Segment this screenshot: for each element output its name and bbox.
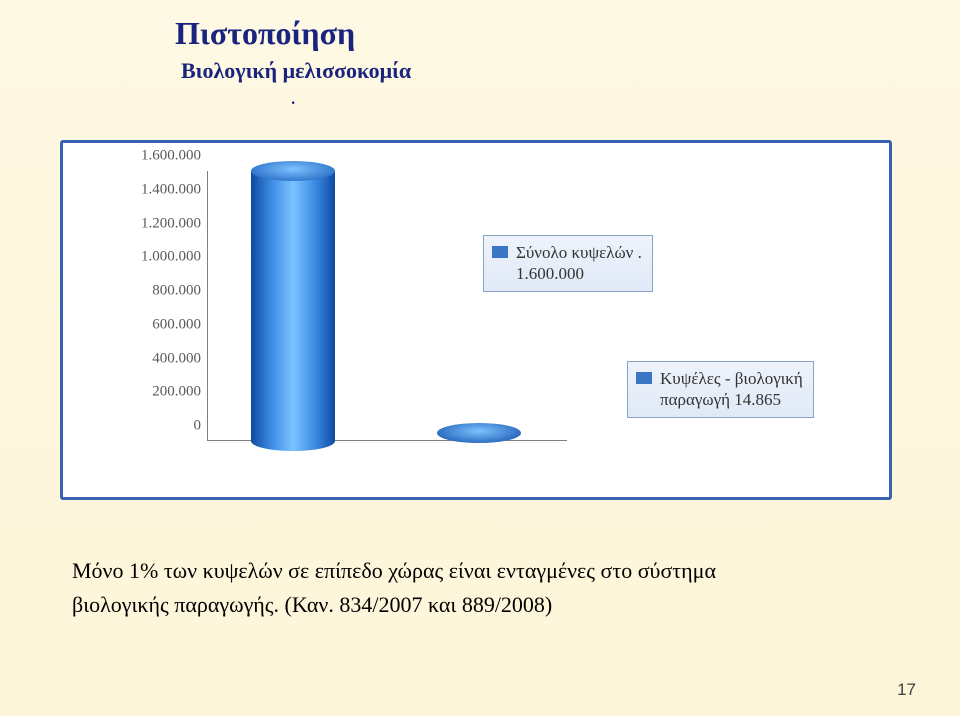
legend-value-1: 1.600.000 xyxy=(516,264,584,283)
bar-organic-hives xyxy=(437,423,521,443)
legend-text: Σύνολο κυψελών . 1.600.000 xyxy=(516,242,642,285)
legend-text: Κυψέλες - βιολογική παραγωγή 14.865 xyxy=(660,368,803,411)
ytick-7: 1.400.000 xyxy=(97,182,201,197)
title-sub: Βιολογική μελισσοκομία xyxy=(175,58,411,84)
page: Πιστοποίηση Βιολογική μελισσοκομία . 0 2… xyxy=(0,0,960,716)
bar-total-bot xyxy=(251,431,335,451)
legend-total-hives: Σύνολο κυψελών . 1.600.000 xyxy=(483,235,653,292)
title-dot: . xyxy=(175,84,411,110)
y-axis-labels: 0 200.000 400.000 600.000 800.000 1.000.… xyxy=(97,171,201,441)
caption-line-1: Μόνο 1% των κυψελών σε επίπεδο χώρας είν… xyxy=(72,558,716,583)
plot-area xyxy=(207,171,567,441)
chart-inner: 0 200.000 400.000 600.000 800.000 1.000.… xyxy=(97,171,863,471)
legend-label-1: Σύνολο κυψελών . xyxy=(516,243,642,262)
ytick-5: 1.000.000 xyxy=(97,250,201,265)
legend-organic-hives: Κυψέλες - βιολογική παραγωγή 14.865 xyxy=(627,361,814,418)
bar-total-hives xyxy=(251,161,335,451)
chart-frame: 0 200.000 400.000 600.000 800.000 1.000.… xyxy=(60,140,892,500)
legend-swatch-icon xyxy=(636,372,652,384)
legend-label-2a: Κυψέλες - βιολογική xyxy=(660,369,803,388)
y-axis-line xyxy=(207,171,208,441)
legend-label-2b: παραγωγή 14.865 xyxy=(660,390,781,409)
ytick-4: 800.000 xyxy=(97,284,201,299)
title-main: Πιστοποίηση xyxy=(175,15,411,52)
ytick-3: 600.000 xyxy=(97,317,201,332)
title-block: Πιστοποίηση Βιολογική μελισσοκομία . xyxy=(175,15,411,110)
bar-total-top xyxy=(251,161,335,181)
page-number: 17 xyxy=(897,680,916,700)
ytick-8: 1.600.000 xyxy=(97,149,201,164)
caption: Μόνο 1% των κυψελών σε επίπεδο χώρας είν… xyxy=(72,554,888,622)
ytick-0: 0 xyxy=(97,419,201,434)
caption-line-2: βιολογικής παραγωγής. (Καν. 834/2007 και… xyxy=(72,592,552,617)
ytick-6: 1.200.000 xyxy=(97,216,201,231)
legend-swatch-icon xyxy=(492,246,508,258)
ytick-1: 200.000 xyxy=(97,385,201,400)
bar-total-body xyxy=(251,171,335,441)
ytick-2: 400.000 xyxy=(97,351,201,366)
